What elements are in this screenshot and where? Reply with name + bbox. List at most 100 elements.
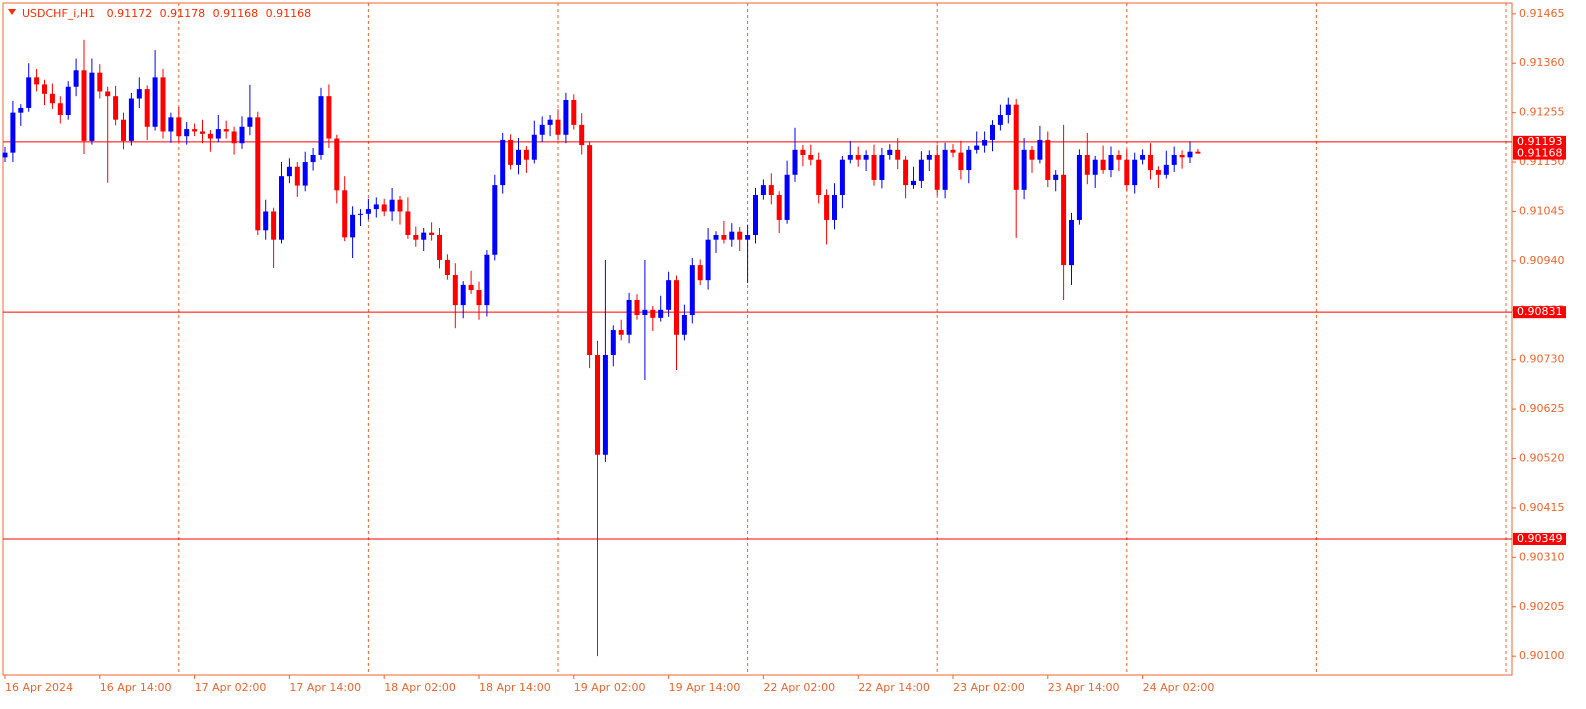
candle-body xyxy=(365,209,371,214)
candle-body xyxy=(350,214,356,238)
y-tick-label: 0.90310 xyxy=(1519,550,1565,563)
candle-body xyxy=(792,149,798,175)
candle-body xyxy=(895,149,901,160)
candle-body xyxy=(358,213,363,215)
candle-body xyxy=(468,284,474,291)
candle-body xyxy=(1037,139,1043,160)
candle-body xyxy=(1163,164,1169,175)
candle-body xyxy=(460,284,466,306)
x-tick-label: 22 Apr 02:00 xyxy=(763,681,835,694)
candle-body xyxy=(500,139,506,186)
candle-body xyxy=(2,152,8,158)
candle-body xyxy=(642,309,648,315)
candle-body xyxy=(516,149,521,165)
candle-body xyxy=(1053,174,1059,180)
candle-body xyxy=(674,280,679,335)
candle-body xyxy=(65,86,71,115)
candle-body xyxy=(215,129,221,139)
y-tick-label: 0.90940 xyxy=(1519,254,1565,267)
candle-body xyxy=(997,115,1003,125)
candle-body xyxy=(753,195,758,235)
level-label: 0.90831 xyxy=(1517,305,1563,318)
candle-body xyxy=(602,355,608,455)
candle-body xyxy=(934,155,940,190)
candle-body xyxy=(1187,151,1193,158)
y-tick-label: 0.90415 xyxy=(1519,501,1565,514)
candle-body xyxy=(310,155,316,163)
candle-body xyxy=(34,77,40,85)
candle-body xyxy=(705,239,711,281)
candle-body xyxy=(523,149,529,160)
candle-body xyxy=(136,89,142,99)
candle-body xyxy=(1084,155,1090,175)
candle-body xyxy=(555,119,561,135)
candle-body xyxy=(57,103,63,115)
level-label: 0.90349 xyxy=(1517,532,1563,545)
candle-body xyxy=(429,232,435,235)
candle-body xyxy=(381,204,387,212)
candle-body xyxy=(168,117,174,132)
candle-body xyxy=(942,149,948,190)
y-tick-label: 0.90205 xyxy=(1519,600,1565,613)
x-tick-label: 16 Apr 14:00 xyxy=(100,681,172,694)
candle-body xyxy=(152,77,158,127)
level-label: 0.91193 xyxy=(1517,135,1563,148)
candle-body xyxy=(871,155,877,180)
candle-body xyxy=(113,96,119,120)
candle-body xyxy=(634,299,640,315)
candle-body xyxy=(437,235,442,260)
price-label: 0.91168 xyxy=(1517,147,1563,160)
candle-body xyxy=(1124,159,1130,186)
candle-body xyxy=(1021,149,1027,190)
candle-body xyxy=(610,330,616,355)
y-tick-label: 0.90730 xyxy=(1519,353,1565,366)
header-high: 0.91178 xyxy=(160,7,206,20)
candle-body xyxy=(476,290,482,306)
y-tick-label: 0.91360 xyxy=(1519,56,1565,69)
candle-body xyxy=(547,119,553,125)
candle-body xyxy=(1100,159,1106,171)
candle-body xyxy=(18,107,24,113)
candle-body xyxy=(192,129,198,132)
candle-body xyxy=(405,211,411,235)
candle-body xyxy=(318,96,324,155)
candle-body xyxy=(579,124,585,146)
candle-body xyxy=(239,126,245,144)
candle-body xyxy=(286,166,292,177)
candle-body xyxy=(1076,155,1082,220)
x-tick-label: 23 Apr 02:00 xyxy=(953,681,1025,694)
y-tick-label: 0.91045 xyxy=(1519,204,1565,217)
candle-body xyxy=(879,155,885,180)
candle-body xyxy=(832,195,837,220)
candle-body xyxy=(1005,104,1011,115)
candle-body xyxy=(689,265,695,315)
candle-body xyxy=(49,93,55,104)
x-tick-label: 17 Apr 02:00 xyxy=(195,681,267,694)
candle-body xyxy=(587,145,593,355)
candle-body xyxy=(1061,174,1067,266)
header-close: 0.91168 xyxy=(266,7,312,20)
x-tick-label: 23 Apr 14:00 xyxy=(1048,681,1120,694)
candle-body xyxy=(1140,155,1146,160)
candle-body xyxy=(279,176,284,240)
y-tick-label: 0.90100 xyxy=(1519,649,1565,662)
candle-body xyxy=(1013,104,1019,190)
candle-body xyxy=(595,355,600,455)
menu-arrow[interactable] xyxy=(8,9,16,15)
candle-body xyxy=(816,159,822,195)
candle-body xyxy=(903,159,909,186)
candle-body xyxy=(271,211,277,240)
candle-body xyxy=(713,235,719,240)
candle-body xyxy=(1092,159,1098,175)
candle-body xyxy=(760,185,766,195)
candle-body xyxy=(737,231,743,240)
candle-body xyxy=(768,185,774,195)
header-low: 0.91168 xyxy=(213,7,259,20)
candle-body xyxy=(342,190,348,238)
candle-body xyxy=(1069,219,1074,266)
candle-body xyxy=(1116,155,1122,160)
candle-body xyxy=(863,155,869,160)
candle-body xyxy=(990,124,995,140)
